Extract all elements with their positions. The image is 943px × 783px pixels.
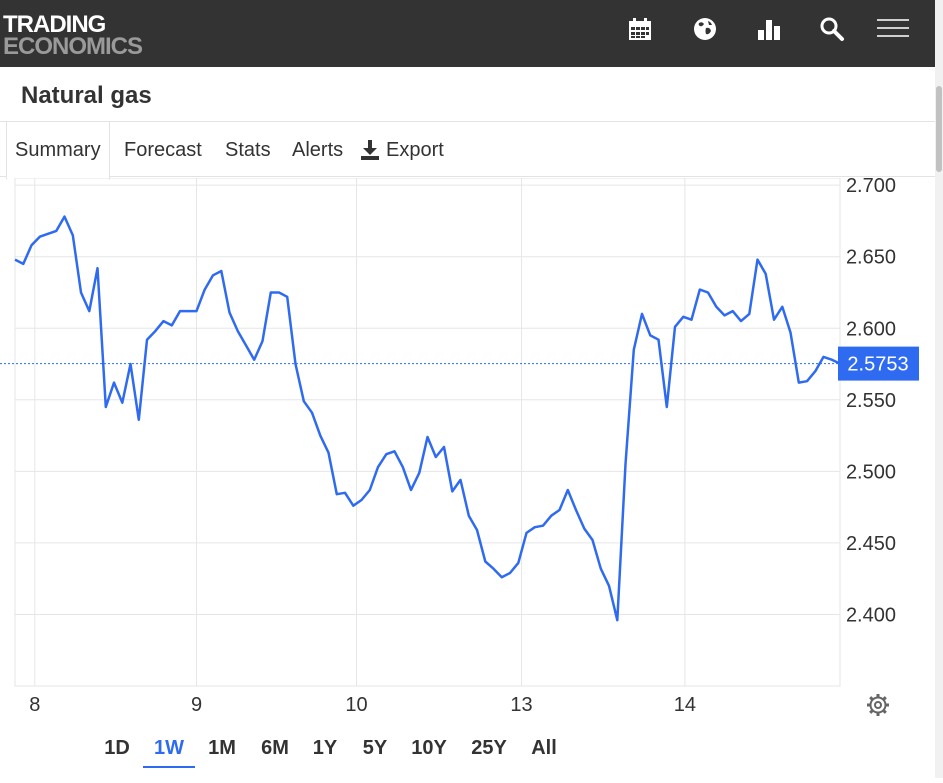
- badge-background: [838, 346, 919, 381]
- x-tick-label: 8: [29, 694, 40, 716]
- menu-icon[interactable]: [877, 16, 909, 42]
- tab-forecast[interactable]: Forecast: [124, 122, 202, 178]
- range-1y[interactable]: 1Y: [312, 737, 338, 759]
- range-5y[interactable]: 5Y: [362, 737, 388, 759]
- logo-line-1: TRADING: [3, 11, 106, 38]
- globe-icon[interactable]: [692, 16, 718, 42]
- y-tick-label: 2.400: [846, 604, 896, 626]
- y-axis-labels: 2.700 2.650 2.600 2.550 2.500 2.450 2.400: [846, 175, 896, 626]
- tab-export[interactable]: Export: [360, 122, 444, 178]
- tab-alerts[interactable]: Alerts: [292, 122, 343, 178]
- x-tick-label: 10: [345, 694, 367, 716]
- grid: [15, 178, 840, 686]
- tab-forecast-label: Forecast: [124, 139, 202, 161]
- tab-summary[interactable]: Summary: [6, 121, 110, 180]
- range-1m[interactable]: 1M: [208, 737, 236, 759]
- page-scrollbar[interactable]: [935, 0, 943, 778]
- y-tick-label: 2.550: [846, 390, 896, 412]
- gear-icon[interactable]: [867, 694, 889, 716]
- range-selector: 1D 1W 1M 6M 1Y 5Y 10Y 25Y All: [15, 730, 920, 768]
- y-tick-label: 2.700: [846, 178, 896, 197]
- range-25y[interactable]: 25Y: [471, 737, 507, 759]
- y-tick-label: 2.600: [846, 318, 896, 340]
- range-1d[interactable]: 1D: [104, 737, 130, 759]
- range-1w[interactable]: 1W: [143, 730, 195, 768]
- scrollbar-thumb[interactable]: [936, 86, 942, 172]
- tab-summary-label: Summary: [15, 139, 101, 161]
- range-10y[interactable]: 10Y: [411, 737, 447, 759]
- x-tick-label: 14: [674, 694, 696, 716]
- y-tick-label: 2.450: [846, 533, 896, 555]
- price-chart[interactable]: 2.700 2.650 2.600 2.550 2.500 2.450 2.400 8 9 10…: [0, 175, 935, 778]
- search-icon[interactable]: [819, 16, 845, 42]
- tab-alerts-label: Alerts: [292, 139, 344, 161]
- x-tick-label: 13: [510, 694, 532, 716]
- series-line[interactable]: [14, 215, 841, 622]
- trading-economics-logo[interactable]: TRADING ECONOMICS: [3, 11, 143, 60]
- x-tick-label: 9: [191, 694, 202, 716]
- download-icon: [361, 140, 379, 160]
- logo-line-2: ECONOMICS: [3, 33, 143, 60]
- tab-stats[interactable]: Stats: [225, 122, 271, 178]
- range-all[interactable]: All: [531, 737, 557, 759]
- bar-chart-icon[interactable]: [756, 16, 782, 42]
- range-6m[interactable]: 6M: [261, 737, 289, 759]
- x-axis-labels: 8 9 10 13 14: [29, 694, 696, 716]
- tab-bar: Summary Forecast Stats Alerts Export: [0, 121, 935, 180]
- y-tick-label: 2.650: [846, 247, 896, 269]
- plot-frame: [14, 177, 841, 687]
- calendar-icon[interactable]: [627, 16, 653, 42]
- page-title: Natural gas: [21, 82, 152, 109]
- y-tick-label: 2.500: [846, 461, 896, 483]
- current-value-label: 2.5753: [847, 354, 908, 376]
- tab-export-label: Export: [386, 139, 444, 161]
- tab-stats-label: Stats: [225, 139, 271, 161]
- chart-area[interactable]: 2.700 2.650 2.600 2.550 2.500 2.450 2.400 8 9 10…: [0, 175, 935, 778]
- top-navigation-bar: TRADING ECONOMICS: [0, 0, 935, 67]
- current-value-badge: 2.5753: [838, 346, 919, 381]
